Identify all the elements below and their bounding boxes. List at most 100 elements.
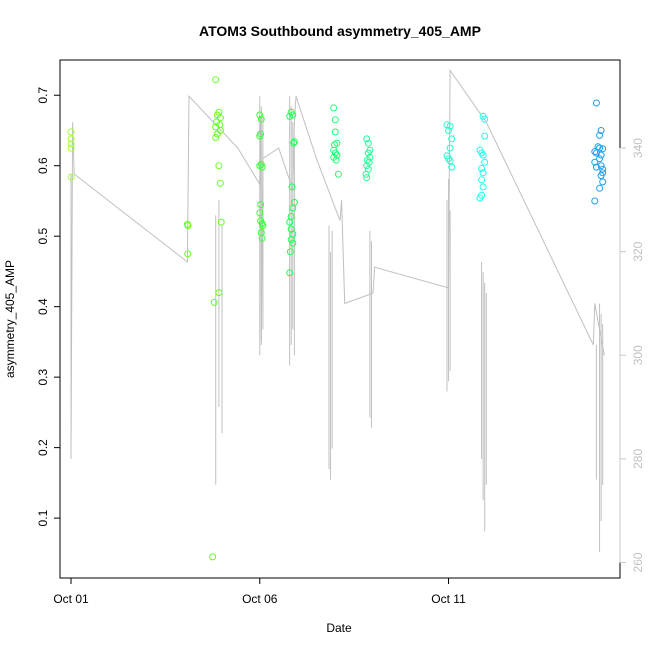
y-right-tick-label: 280: [631, 449, 645, 469]
data-point: [481, 158, 489, 166]
data-point: [481, 115, 489, 123]
x-tick-label: Oct 01: [53, 592, 89, 606]
y-tick-label: 0.3: [36, 368, 50, 385]
y-axis-label: asymmetry_405_AMP: [3, 260, 17, 378]
data-point: [67, 135, 75, 143]
data-point: [256, 111, 264, 119]
data-point: [215, 289, 223, 297]
data-point: [476, 194, 484, 202]
data-point: [592, 163, 600, 171]
data-point: [258, 234, 266, 242]
data-point: [67, 128, 75, 136]
data-point: [591, 148, 599, 156]
data-point: [289, 239, 297, 247]
primary-series-layer: [67, 76, 607, 561]
x-axis: Oct 01 Oct 06 Oct 11: [53, 577, 466, 606]
data-point: [217, 218, 225, 226]
secondary-series-line: [70, 68, 605, 459]
data-point: [257, 201, 265, 208]
data-point: [363, 162, 371, 170]
data-point: [479, 169, 487, 177]
data-point: [479, 151, 487, 159]
data-point: [596, 184, 604, 192]
data-point: [330, 104, 338, 112]
data-point: [289, 204, 297, 212]
data-point: [258, 163, 266, 171]
data-point: [257, 115, 265, 123]
y-right-tick-label: 320: [631, 241, 645, 261]
data-point: [332, 156, 340, 164]
data-point: [212, 76, 220, 84]
data-point: [256, 132, 264, 140]
data-point: [290, 139, 298, 147]
data-point: [212, 123, 220, 131]
y-tick-label: 0.6: [36, 157, 50, 174]
data-point: [479, 183, 487, 191]
data-point: [256, 209, 264, 217]
y-axis: 0.1 0.2 0.3 0.4 0.5 0.6 0.7: [36, 87, 61, 526]
data-point: [446, 122, 454, 130]
data-point: [331, 128, 339, 136]
data-point: [287, 236, 295, 244]
data-point: [209, 553, 217, 561]
data-point: [597, 162, 605, 170]
data-point: [362, 170, 370, 178]
data-point: [67, 173, 75, 181]
secondary-series-layer: [70, 68, 605, 553]
data-point: [213, 130, 221, 138]
data-point: [599, 165, 607, 173]
data-point: [599, 145, 607, 153]
data-point: [478, 176, 486, 184]
plot-frame: [59, 59, 621, 579]
data-point: [363, 174, 371, 182]
data-point: [290, 138, 298, 146]
data-point: [448, 135, 456, 143]
data-point: [364, 149, 372, 157]
data-point: [287, 225, 295, 233]
y-tick-label: 0.5: [36, 228, 50, 245]
data-point: [478, 165, 486, 172]
data-point: [448, 163, 456, 171]
data-point: [334, 170, 342, 178]
y-axis-right: 260 280 300 320 340: [619, 138, 645, 572]
y-tick-label: 0.7: [36, 87, 50, 104]
y-tick-label: 0.4: [36, 298, 50, 315]
y-tick-label: 0.1: [36, 509, 50, 526]
data-point: [286, 248, 294, 256]
data-point: [445, 127, 452, 134]
data-point: [591, 158, 599, 166]
y-tick-label: 0.2: [36, 439, 50, 456]
y-right-tick-label: 300: [631, 345, 645, 365]
data-point: [210, 298, 218, 306]
data-point: [184, 222, 192, 230]
x-axis-label: Date: [326, 621, 352, 635]
data-point: [596, 155, 604, 163]
data-point: [216, 114, 224, 122]
data-point: [592, 99, 600, 107]
x-tick-label: Oct 11: [431, 592, 466, 606]
chart-title: ATOM3 Southbound asymmetry_405_AMP: [199, 23, 481, 39]
data-point: [216, 179, 224, 187]
data-point: [596, 144, 604, 152]
data-point: [446, 144, 454, 152]
data-point: [481, 132, 489, 140]
data-point: [286, 112, 294, 120]
data-point: [364, 139, 372, 147]
data-point: [286, 218, 294, 226]
data-point: [259, 222, 267, 230]
y-right-tick-label: 260: [631, 552, 645, 572]
data-point: [597, 151, 605, 159]
data-point: [596, 131, 604, 139]
data-point: [591, 197, 599, 205]
data-point: [288, 183, 296, 191]
data-point: [67, 140, 75, 148]
data-point: [67, 144, 75, 152]
data-point: [184, 250, 192, 258]
data-point: [212, 134, 220, 141]
data-point: [446, 157, 454, 165]
data-point: [445, 155, 452, 163]
data-point: [257, 160, 265, 168]
data-point: [597, 127, 605, 134]
data-point: [478, 149, 486, 157]
